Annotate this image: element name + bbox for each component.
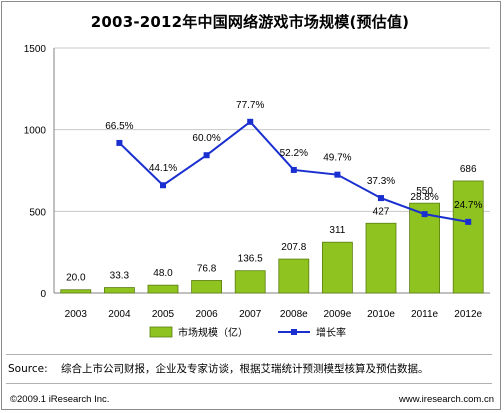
bar-2006 <box>191 280 223 294</box>
bar-2007 <box>234 270 266 294</box>
growth-value-label-2006: 60.0% <box>192 133 220 144</box>
bar-2009e <box>321 241 353 294</box>
x-tick-label-2004: 2004 <box>108 309 131 320</box>
bar-value-label-2004: 33.3 <box>110 271 130 282</box>
source-text: 综合上市公司财报，企业及专家访谈，根据艾瑞统计预测模型核算及预估数据。 <box>60 363 429 375</box>
bar-2004 <box>104 287 135 294</box>
growth-value-label-2009e: 49.7% <box>323 153 351 164</box>
bar-value-label-2009e: 311 <box>329 225 345 236</box>
y-tick-label-1000: 1000 <box>24 126 47 137</box>
x-tick-label-2008e: 2008e <box>280 309 308 320</box>
growth-marker-2009e <box>334 171 341 178</box>
legend-label-market-size: 市场规模（亿） <box>178 326 248 339</box>
growth-value-label-2012e: 24.7% <box>454 200 482 211</box>
divider-top <box>6 354 492 355</box>
x-tick-label-2003: 2003 <box>65 309 88 320</box>
x-tick-label-2007: 2007 <box>239 309 262 320</box>
growth-marker-2012e <box>465 218 472 225</box>
legend-label-growth: 增长率 <box>316 326 346 339</box>
growth-marker-2004 <box>116 139 123 146</box>
growth-marker-2007 <box>247 118 254 125</box>
x-tick-label-2005: 2005 <box>152 309 175 320</box>
legend-marker-growth <box>291 329 297 335</box>
bar-value-label-2012e: 686 <box>460 164 477 175</box>
growth-marker-2011e <box>421 211 428 218</box>
bar-2008e <box>278 258 310 294</box>
x-tick-label-2009e: 2009e <box>323 309 351 320</box>
y-tick-label-1500: 1500 <box>24 44 47 55</box>
x-tick-label-2010e: 2010e <box>367 309 395 320</box>
bar-value-label-2011e: 550 <box>416 186 433 197</box>
growth-value-label-2008e: 52.2% <box>280 148 308 159</box>
y-tick-label-500: 500 <box>29 207 46 218</box>
growth-value-label-2005: 44.1% <box>149 163 177 174</box>
growth-marker-2008e <box>290 166 297 173</box>
growth-marker-2006 <box>203 152 210 159</box>
source-label: Source: <box>8 363 48 375</box>
source-line: Source: 综合上市公司财报，企业及专家访谈，根据艾瑞统计预测模型核算及预估… <box>8 361 428 376</box>
bar-value-label-2005: 48.0 <box>153 268 173 279</box>
growth-value-label-2007: 77.7% <box>236 100 264 111</box>
y-tick-label-0: 0 <box>40 289 46 300</box>
divider-bottom <box>6 383 492 384</box>
growth-value-label-2004: 66.5% <box>105 121 133 132</box>
x-tick-label-2011e: 2011e <box>411 309 439 320</box>
bar-2012e <box>452 180 484 294</box>
growth-marker-2010e <box>378 195 384 202</box>
chart-title: 2003-2012年中国网络游戏市场规模(预估值) <box>90 13 410 31</box>
bar-2011e <box>409 202 441 294</box>
bar-value-label-2008e: 207.8 <box>281 242 306 253</box>
x-tick-label-2012e: 2012e <box>454 309 482 320</box>
bar-value-label-2010e: 427 <box>373 206 390 217</box>
bar-value-label-2006: 76.8 <box>197 263 217 274</box>
growth-marker-2005 <box>160 182 166 189</box>
legend-swatch-market-size <box>149 326 173 338</box>
bar-value-label-2007: 136.5 <box>238 254 263 265</box>
bar-value-label-2003: 20.0 <box>66 273 86 284</box>
growth-value-label-2010e: 37.3% <box>367 176 395 187</box>
bar-2003 <box>60 289 92 294</box>
growth-value-label-2011e: 28.8% <box>410 192 438 203</box>
website: www.iresearch.com.cn <box>398 394 494 405</box>
x-tick-label-2006: 2006 <box>195 309 218 320</box>
copyright: ©2009.1 iResearch Inc. <box>10 394 110 405</box>
bar-2010e <box>365 222 397 294</box>
bar-2005 <box>147 284 179 294</box>
